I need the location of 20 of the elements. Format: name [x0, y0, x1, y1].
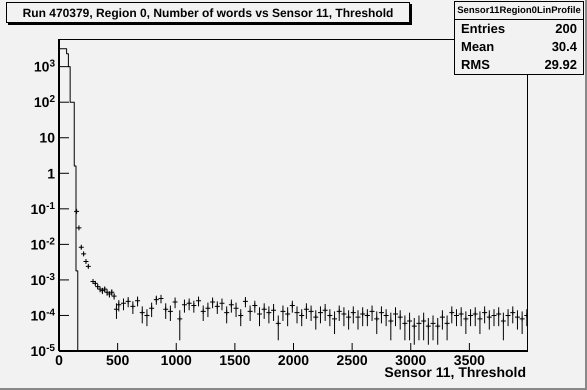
y-tick-label: 10$^{3}$ [34, 58, 56, 75]
y-tick-label: 10$^{-1}$ [30, 200, 56, 217]
text: Entries 200 [461, 21, 577, 36]
y-tick-label: 10$^{-5}$ [30, 342, 56, 359]
chart-title: Run 470379, Region 0, Number of words vs Sensor 11, Threshold [6, 2, 410, 23]
text: Mean 30.4 [461, 39, 577, 54]
x-tick-label: 2500 [336, 352, 368, 368]
x-tick-label: 1500 [219, 352, 251, 368]
x-tick-label: 1000 [160, 352, 192, 368]
text: RMS 29.92 [461, 57, 577, 72]
y-tick-label: 10 [39, 130, 56, 146]
y-tick-label: 10$^{-3}$ [30, 271, 56, 288]
y-tick-label: 10$^{-4}$ [30, 306, 56, 324]
y-tick-label: 10$^{-2}$ [30, 236, 56, 252]
x-tick-label: 0 [55, 352, 64, 368]
x-tick-label: 2000 [278, 352, 310, 368]
y-tick-label: 10$^{2}$ [34, 94, 56, 110]
text: Sensor11Region0LinProfile [455, 2, 583, 20]
x-tick-label: 500 [106, 352, 130, 368]
y-tick-label: 1 [47, 165, 56, 182]
